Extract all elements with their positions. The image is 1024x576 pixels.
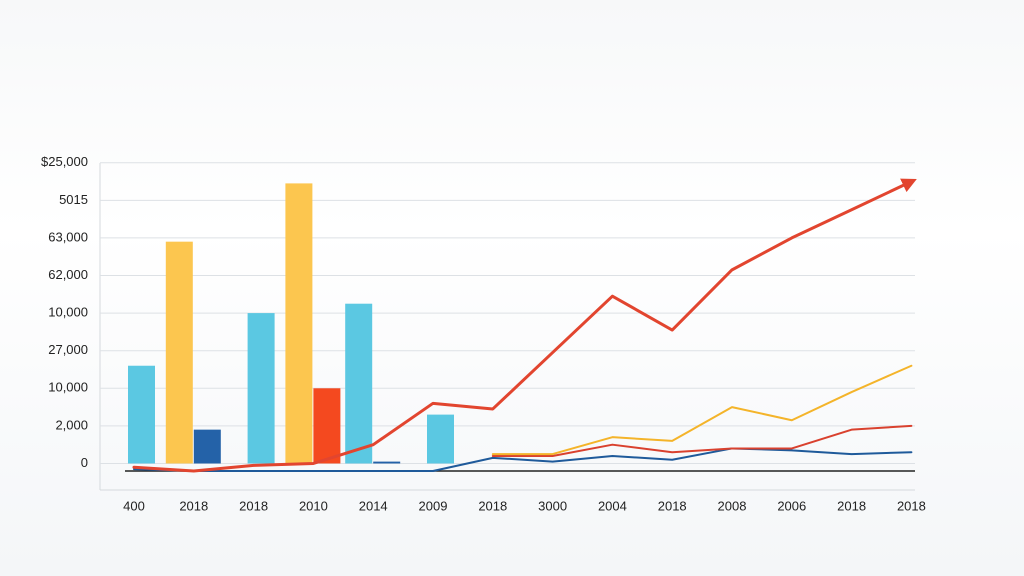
x-tick-label: 2004	[598, 498, 627, 513]
y-tick-label: 63,000	[48, 229, 88, 244]
x-tick-label: 2018	[478, 498, 507, 513]
line-series	[491, 364, 913, 456]
x-tick-label: 2018	[239, 498, 268, 513]
line-series	[491, 424, 913, 457]
y-tick-label: 10,000	[48, 380, 88, 395]
x-tick-label: 2009	[419, 498, 448, 513]
line-series	[133, 447, 913, 472]
x-tick-label: 3000	[538, 498, 567, 513]
y-tick-label: 62,000	[48, 267, 88, 282]
bar	[193, 429, 221, 464]
bar	[345, 303, 373, 464]
line-series	[132, 178, 917, 473]
bar	[128, 365, 155, 464]
bar	[313, 388, 341, 464]
y-tick-label: 0	[81, 455, 88, 470]
y-tick-label: 10,000	[48, 305, 88, 320]
y-tick-label: 27,000	[48, 342, 88, 357]
x-tick-label: 2018	[179, 498, 208, 513]
y-tick-label: 5015	[59, 192, 88, 207]
bar	[285, 183, 313, 464]
x-tick-label: 400	[123, 498, 145, 513]
x-tick-label: 2014	[359, 498, 388, 513]
bar	[165, 241, 193, 464]
x-tick-label: 2018	[658, 498, 687, 513]
bar	[247, 313, 275, 464]
y-tick-label: $25,000	[41, 154, 88, 169]
x-tick-label: 2006	[777, 498, 806, 513]
x-tick-label: 2010	[299, 498, 328, 513]
bar	[373, 461, 401, 464]
y-tick-label: 2,000	[55, 417, 88, 432]
x-tick-label: 2008	[718, 498, 747, 513]
bar	[427, 414, 454, 464]
x-tick-label: 2018	[837, 498, 866, 513]
x-tick-label: 2018	[897, 498, 926, 513]
